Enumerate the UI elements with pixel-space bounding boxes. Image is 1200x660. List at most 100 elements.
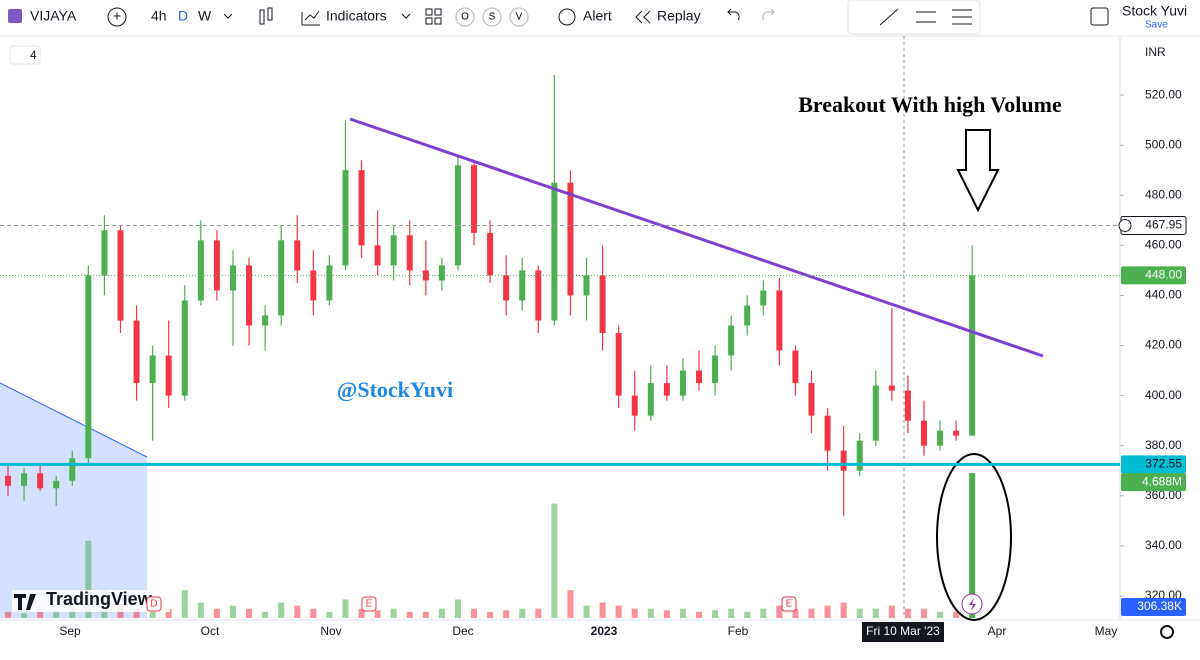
symbol[interactable]: VIJAYA [30, 8, 77, 24]
interval[interactable]: W [198, 8, 212, 24]
session-button[interactable] [455, 7, 475, 27]
candle-body [663, 383, 670, 396]
volume-bar [37, 611, 44, 618]
candle-body [679, 370, 686, 396]
y-tick-label: 420.00 [1145, 338, 1182, 352]
volume-bar [471, 608, 478, 618]
candle-body [503, 275, 510, 301]
volume-bar [744, 611, 751, 618]
volume-bar [808, 608, 815, 618]
candle-body [390, 235, 397, 266]
volume-bar [519, 608, 526, 618]
interval[interactable]: 4h [151, 8, 167, 24]
candle-body [535, 270, 542, 321]
candle-body [165, 355, 172, 396]
volume-bar [53, 610, 60, 618]
volume-label-box [1121, 473, 1186, 492]
volume-bar [390, 608, 397, 618]
add-symbol-plus: + [113, 8, 121, 24]
interval[interactable]: D [178, 8, 188, 24]
volume-bar [953, 611, 960, 618]
session-button[interactable] [482, 7, 502, 27]
y-tick-label: 480.00 [1145, 187, 1182, 201]
currency: INR [1145, 45, 1166, 59]
add-symbol[interactable] [107, 7, 127, 27]
layout-button[interactable] [1090, 7, 1109, 26]
candle-body [904, 390, 911, 421]
volume-bar [181, 590, 188, 618]
candle-body [760, 290, 767, 306]
candle-body [262, 315, 269, 326]
candle-body [471, 165, 478, 233]
candle-body [246, 265, 253, 326]
alert[interactable]: Alert [583, 8, 612, 24]
candle-body [342, 170, 349, 266]
volume-bar [647, 608, 654, 618]
volume-bar [583, 605, 590, 618]
volume-bar [856, 608, 863, 618]
session-button[interactable] [509, 7, 529, 27]
candle-body [326, 265, 333, 301]
settings[interactable] [1160, 625, 1174, 639]
headline: Breakout With high Volume [798, 92, 1062, 117]
volume-bar [760, 608, 767, 618]
event-marker[interactable] [146, 596, 162, 612]
price-label: 448.00 [1145, 268, 1182, 282]
event-label: E [786, 599, 793, 610]
volume-bar [133, 608, 140, 618]
x-tick-label: Oct [201, 624, 220, 638]
candle-body [712, 355, 719, 384]
volume-bar [294, 605, 301, 618]
volume-bar [840, 602, 847, 618]
save[interactable]: Save [1145, 20, 1168, 31]
indicators[interactable]: Indicators [326, 8, 387, 24]
drawing-tools[interactable] [879, 8, 972, 26]
event-marker[interactable] [361, 596, 377, 612]
volume-bar [792, 608, 799, 618]
y-tick-label: 440.00 [1145, 288, 1182, 302]
candle-body [551, 182, 558, 321]
volume-bar [937, 611, 944, 618]
candle-body [615, 333, 622, 396]
indicators-menu[interactable] [401, 13, 411, 19]
candle-body [294, 240, 301, 271]
volume-bar [503, 610, 510, 618]
volume-bar [197, 602, 204, 618]
x-tick-label: May [1095, 624, 1118, 638]
volume-bar [824, 605, 831, 618]
crosshair-date-box [862, 622, 944, 642]
undo[interactable] [727, 8, 740, 21]
event-label: D [150, 599, 157, 610]
candle-body [808, 383, 815, 416]
candle-body [278, 240, 285, 316]
volume-label: 306.38K [1137, 599, 1182, 613]
volume-bar [406, 611, 413, 618]
candle-body [937, 430, 944, 446]
volume-label-box [1121, 598, 1186, 616]
volume-bar [5, 611, 11, 618]
y-tick-label: 460.00 [1145, 238, 1182, 252]
redo[interactable] [762, 8, 775, 21]
candle-body [5, 475, 11, 486]
y-tick-label: 500.00 [1145, 137, 1182, 151]
candle-body [37, 473, 44, 489]
volume-bar [679, 608, 686, 618]
volume-bar [599, 602, 606, 618]
price-label-box [1121, 266, 1186, 285]
chart-type[interactable] [259, 9, 265, 25]
candle-body [872, 385, 879, 441]
event-marker[interactable] [781, 596, 797, 612]
volume-bar [712, 610, 719, 618]
user-name[interactable]: Stock Yuvi [1122, 3, 1187, 19]
layout-chip[interactable] [9, 45, 41, 65]
interval-menu[interactable] [223, 13, 233, 19]
volume-bar [920, 608, 927, 618]
volume-bar [663, 610, 670, 618]
replay[interactable]: Replay [657, 8, 701, 24]
volume-bar [487, 611, 494, 618]
candle-body [744, 305, 751, 326]
volume-bar [888, 605, 895, 618]
volume-bar [567, 590, 574, 618]
templates[interactable] [425, 8, 442, 25]
volume-bar [85, 540, 92, 618]
